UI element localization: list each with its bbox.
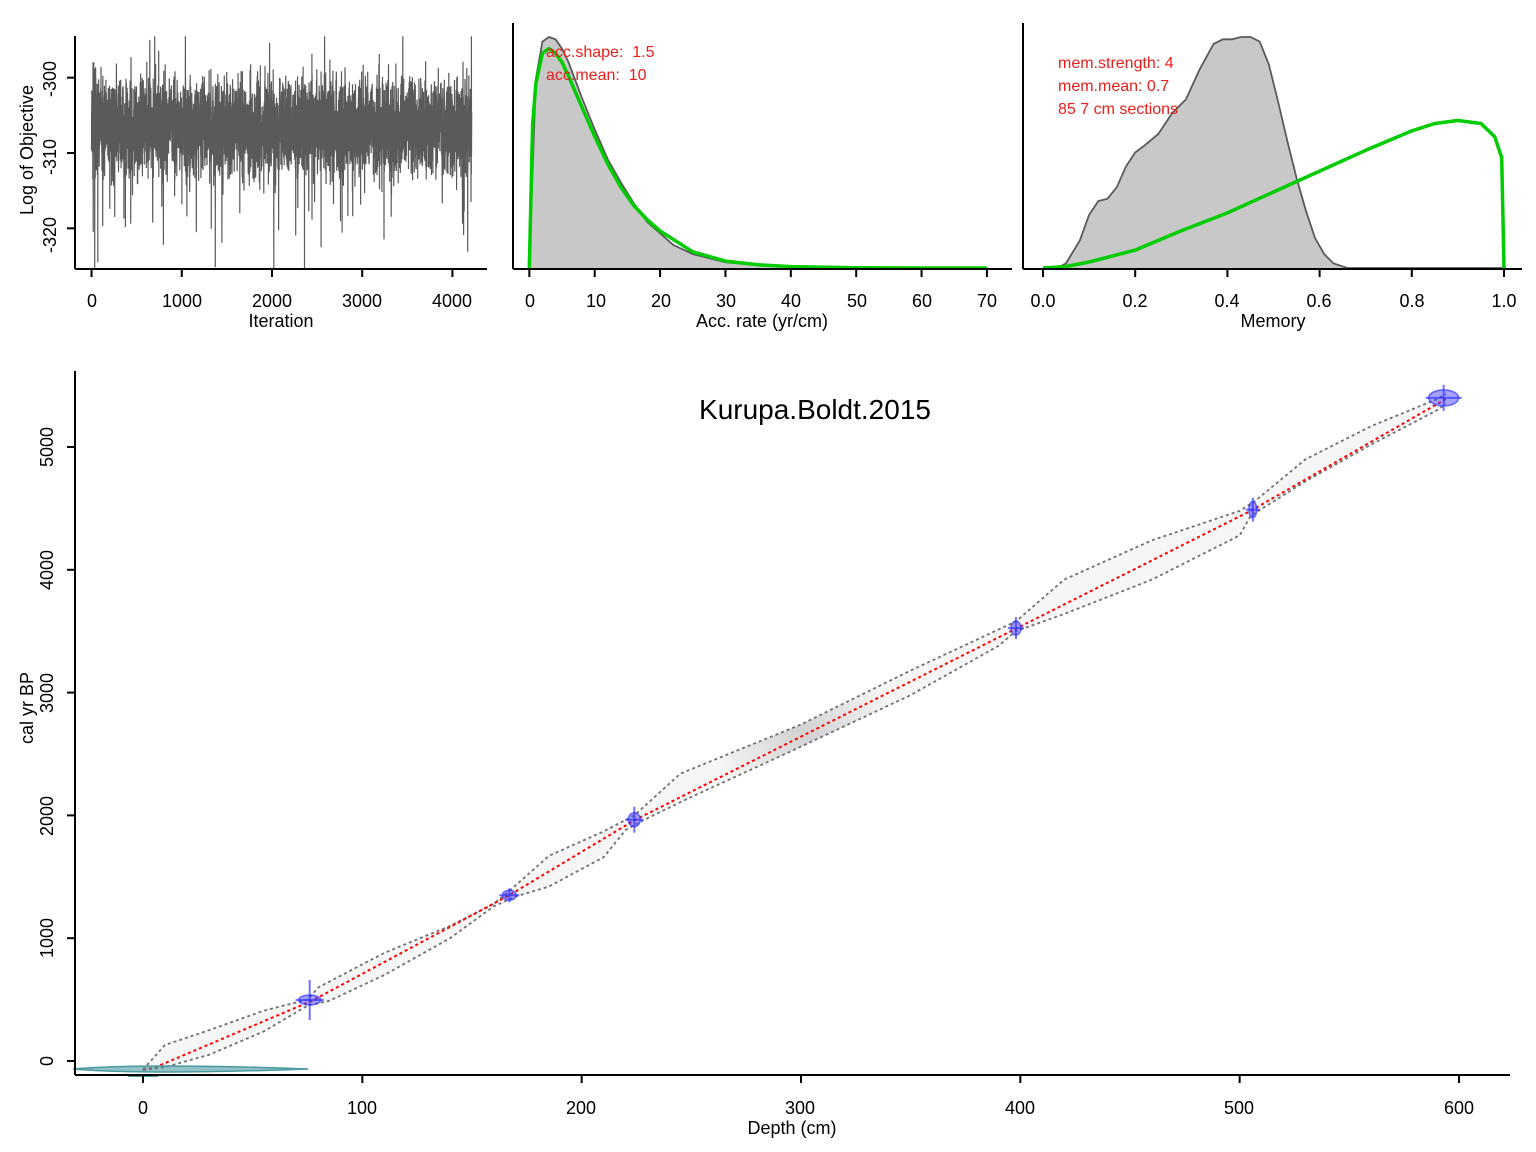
acc-rate-x-tick-label: 20 — [651, 291, 671, 311]
acc-rate-x-tick-label: 30 — [716, 291, 736, 311]
mem-strength-annotation: mem.strength: 4 — [1058, 55, 1174, 72]
trace-y-tick-label: -310 — [40, 139, 60, 175]
memory-plot-area — [1022, 23, 1522, 277]
acc-rate-plot-area — [512, 23, 1012, 277]
trace-x-ticks: 0 1000 2000 3000 4000 — [87, 291, 472, 311]
memory-posterior-area — [1043, 37, 1504, 268]
age-depth-plot-area — [67, 371, 1510, 1083]
trace-x-tick-label: 2000 — [252, 291, 292, 311]
memory-x-tick-label: 0.0 — [1030, 291, 1055, 311]
memory-x-tick-label: 0.6 — [1306, 291, 1331, 311]
age-depth-x-tick-label: 500 — [1224, 1098, 1254, 1118]
acc-mean-annotation: acc.mean: 10 — [546, 67, 647, 84]
age-depth-x-ticks: 0 100 200 300 400 500 600 — [138, 1098, 1474, 1118]
age-depth-y-tick-label: 3000 — [37, 673, 57, 713]
memory-prior-line — [1042, 118, 1506, 270]
trace-line — [90, 36, 473, 269]
acc-rate-posterior-area — [529, 37, 987, 268]
trace-y-axis-label: Log of Objective — [17, 85, 37, 215]
figure-title: Kurupa.Boldt.2015 — [699, 394, 931, 425]
age-depth-y-tick-label: 2000 — [37, 796, 57, 836]
trace-plot-area — [67, 36, 487, 277]
memory-x-axis-label: Memory — [1240, 311, 1305, 331]
acc-rate-x-tick-label: 40 — [781, 291, 801, 311]
trace-x-tick-label: 3000 — [342, 291, 382, 311]
acc-rate-prior-line — [527, 46, 987, 270]
acc-rate-x-tick-label: 0 — [525, 291, 535, 311]
age-depth-envelope — [143, 394, 1446, 1071]
acc-rate-x-tick-label: 70 — [977, 291, 997, 311]
acc-rate-x-tick-label: 10 — [586, 291, 606, 311]
age-depth-y-axis-label: cal yr BP — [17, 672, 37, 744]
trace-x-axis-label: Iteration — [248, 311, 313, 331]
trace-panel: 0 1000 2000 3000 4000 -300 -310 -320 Ite… — [17, 36, 487, 331]
memory-x-tick-label: 0.4 — [1214, 291, 1239, 311]
acc-shape-annotation: acc.shape: 1.5 — [546, 44, 655, 61]
acc-rate-panel: 0 10 20 30 40 50 60 70 Acc. rate (yr/cm)… — [512, 23, 1012, 331]
age-depth-x-tick-label: 400 — [1005, 1098, 1035, 1118]
trace-x-tick-label: 1000 — [162, 291, 202, 311]
memory-x-tick-label: 0.8 — [1399, 291, 1424, 311]
trace-x-tick-label: 4000 — [432, 291, 472, 311]
age-depth-x-tick-label: 300 — [785, 1098, 815, 1118]
age-depth-x-tick-label: 600 — [1444, 1098, 1474, 1118]
memory-panel: 0.0 0.2 0.4 0.6 0.8 1.0 Memory mem.stren… — [1022, 23, 1522, 331]
age-depth-panel: 0 100 200 300 400 500 600 0 1000 2000 30… — [17, 371, 1510, 1138]
age-depth-x-tick-label: 200 — [566, 1098, 596, 1118]
acc-rate-x-ticks: 0 10 20 30 40 50 60 70 — [525, 291, 997, 311]
age-depth-x-tick-label: 100 — [347, 1098, 377, 1118]
trace-y-tick-label: -300 — [40, 61, 60, 97]
age-depth-y-tick-label: 1000 — [37, 918, 57, 958]
age-depth-x-tick-label: 0 — [138, 1098, 148, 1118]
surface-date-marker — [72, 1065, 309, 1073]
age-depth-y-ticks: 0 1000 2000 3000 4000 5000 — [37, 427, 57, 1066]
trace-y-tick-label: -320 — [40, 217, 60, 253]
acc-rate-x-tick-label: 50 — [847, 291, 867, 311]
memory-x-tick-label: 0.2 — [1122, 291, 1147, 311]
memory-x-tick-label: 1.0 — [1491, 291, 1516, 311]
acc-rate-x-tick-label: 60 — [912, 291, 932, 311]
trace-x-tick-label: 0 — [87, 291, 97, 311]
age-depth-y-tick-label: 4000 — [37, 550, 57, 590]
age-depth-x-axis-label: Depth (cm) — [747, 1118, 836, 1138]
age-depth-y-tick-label: 0 — [37, 1056, 57, 1066]
age-depth-y-tick-label: 5000 — [37, 427, 57, 467]
memory-posterior-line — [1043, 36, 1504, 269]
acc-rate-x-axis-label: Acc. rate (yr/cm) — [696, 311, 828, 331]
sections-annotation: 85 7 cm sections — [1058, 101, 1178, 118]
memory-x-ticks: 0.0 0.2 0.4 0.6 0.8 1.0 — [1030, 291, 1516, 311]
trace-y-ticks: -300 -310 -320 — [40, 61, 60, 253]
mem-mean-annotation: mem.mean: 0.7 — [1058, 78, 1169, 95]
